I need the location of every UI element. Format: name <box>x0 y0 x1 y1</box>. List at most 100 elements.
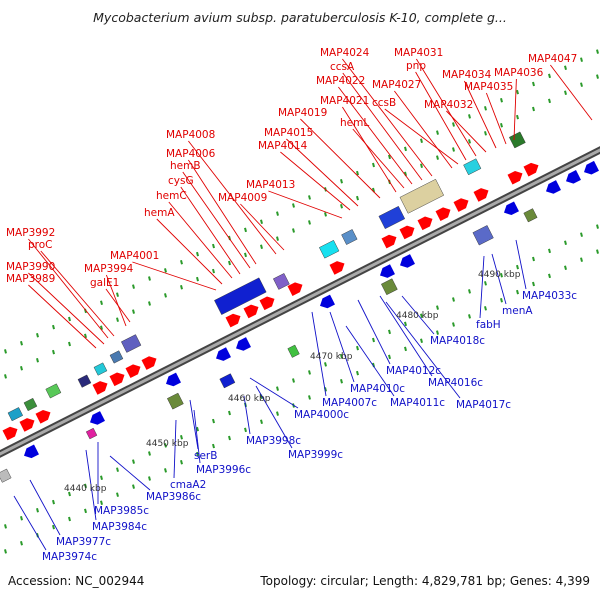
gene-box[interactable] <box>399 178 445 214</box>
top-gene-label[interactable]: MAP4008 <box>166 129 215 141</box>
reverse-gene-arrow[interactable] <box>22 444 39 461</box>
bottom-gene-label[interactable]: MAP4007c <box>322 397 377 409</box>
reverse-gene-arrow[interactable] <box>378 264 395 280</box>
forward-gene-arrow[interactable] <box>417 214 435 231</box>
top-gene-label[interactable]: MAP4036 <box>494 67 544 79</box>
top-gene-label[interactable]: MAP3989 <box>6 273 55 285</box>
gene-box[interactable] <box>472 225 494 246</box>
top-gene-label[interactable]: MAP3994 <box>84 263 134 275</box>
gene-box[interactable] <box>109 350 124 364</box>
reverse-gene-arrow[interactable] <box>582 160 599 177</box>
reverse-gene-arrow[interactable] <box>164 372 181 389</box>
bottom-gene-label[interactable]: MAP4000c <box>294 409 349 421</box>
reverse-gene-arrow[interactable] <box>318 294 335 311</box>
gene-box[interactable] <box>509 131 526 149</box>
gene-box[interactable] <box>214 277 267 315</box>
forward-gene-arrow[interactable] <box>329 259 347 275</box>
top-gene-label[interactable]: hemB <box>170 160 201 172</box>
top-gene-label[interactable]: MAP3990 <box>6 261 55 273</box>
gene-box[interactable] <box>121 334 142 353</box>
bottom-gene-label[interactable]: MAP3986c <box>146 491 201 503</box>
bottom-gene-label[interactable]: MAP3974c <box>42 551 97 563</box>
forward-gene-arrow[interactable] <box>507 168 525 185</box>
forward-gene-arrow[interactable] <box>225 311 243 328</box>
bottom-gene-label[interactable]: MAP3985c <box>94 505 149 517</box>
reverse-gene-arrow[interactable] <box>502 201 519 217</box>
top-gene-label[interactable]: MAP4047 <box>528 53 577 65</box>
forward-gene-arrow[interactable] <box>381 232 399 249</box>
bottom-gene-label[interactable]: fabH <box>476 319 501 331</box>
forward-gene-arrow[interactable] <box>473 186 491 202</box>
bottom-gene-label[interactable]: MAP4017c <box>456 399 511 411</box>
forward-gene-arrow[interactable] <box>92 379 110 395</box>
top-gene-label[interactable]: MAP4015 <box>264 127 313 139</box>
top-gene-label[interactable]: MAP3992 <box>6 227 55 239</box>
bottom-gene-label[interactable]: MAP3984c <box>92 521 147 533</box>
top-gene-label[interactable]: MAP4022 <box>316 75 365 87</box>
bottom-gene-label[interactable]: MAP3999c <box>288 449 343 461</box>
forward-gene-arrow[interactable] <box>243 302 261 319</box>
forward-gene-arrow[interactable] <box>287 280 305 296</box>
gene-box[interactable] <box>273 273 290 290</box>
forward-gene-arrow[interactable] <box>259 294 277 311</box>
top-gene-label[interactable]: MAP4024 <box>320 47 370 59</box>
top-gene-label[interactable]: hemL <box>340 117 369 129</box>
gene-box[interactable] <box>23 397 38 412</box>
top-gene-label[interactable]: MAP4034 <box>442 69 492 81</box>
top-gene-label[interactable]: MAP4013 <box>246 179 295 191</box>
bottom-gene-label[interactable]: MAP3998c <box>246 435 301 447</box>
top-gene-label[interactable]: galE1 <box>90 277 119 289</box>
reverse-gene-arrow[interactable] <box>544 180 561 196</box>
gene-box[interactable] <box>93 362 108 376</box>
top-gene-label[interactable]: cysG <box>168 175 194 187</box>
top-gene-label[interactable]: MAP4019 <box>278 107 327 119</box>
bottom-gene-label[interactable]: cmaA2 <box>170 479 206 491</box>
bottom-gene-label[interactable]: menA <box>502 305 533 317</box>
gene-box[interactable] <box>341 229 358 245</box>
top-gene-label[interactable]: MAP4027 <box>372 79 421 91</box>
forward-gene-arrow[interactable] <box>399 223 417 240</box>
gene-box[interactable] <box>45 383 62 399</box>
bottom-gene-label[interactable]: serB <box>194 450 217 462</box>
top-gene-label[interactable]: MAP4035 <box>464 81 513 93</box>
gene-box[interactable] <box>381 278 398 296</box>
bottom-gene-label[interactable]: MAP4016c <box>428 377 483 389</box>
forward-gene-arrow[interactable] <box>125 362 143 379</box>
gene-box[interactable] <box>319 240 340 259</box>
bottom-gene-label[interactable]: MAP4018c <box>430 335 485 347</box>
reverse-gene-arrow[interactable] <box>398 254 415 270</box>
gene-box[interactable] <box>167 392 184 410</box>
gene-box[interactable] <box>7 407 24 422</box>
top-gene-label[interactable]: MAP4021 <box>320 95 369 107</box>
top-gene-label[interactable]: hemC <box>156 190 187 202</box>
forward-gene-arrow[interactable] <box>2 424 20 441</box>
top-gene-label[interactable]: MAP4001 <box>110 250 159 262</box>
gene-box[interactable] <box>219 373 236 389</box>
gene-box[interactable] <box>463 158 482 176</box>
top-gene-label[interactable]: MAP4009 <box>218 192 267 204</box>
forward-gene-arrow[interactable] <box>35 407 53 424</box>
top-gene-label[interactable]: ccsB <box>372 97 396 109</box>
gene-box[interactable] <box>0 468 12 483</box>
gene-box[interactable] <box>378 206 406 229</box>
bottom-gene-label[interactable]: MAP4033c <box>522 290 577 302</box>
top-gene-label[interactable]: MAP4006 <box>166 148 216 160</box>
reverse-gene-arrow[interactable] <box>88 411 105 427</box>
forward-gene-arrow[interactable] <box>453 196 471 212</box>
gene-box[interactable] <box>85 427 98 440</box>
top-gene-label[interactable]: ccsA <box>330 61 355 73</box>
forward-gene-arrow[interactable] <box>141 354 159 370</box>
top-gene-label[interactable]: MAP4014 <box>258 140 308 152</box>
top-gene-label[interactable]: proC <box>28 239 53 251</box>
top-gene-label[interactable]: MAP4032 <box>424 99 473 111</box>
bottom-gene-label[interactable]: MAP4012c <box>386 365 441 377</box>
gene-box[interactable] <box>523 208 538 223</box>
reverse-gene-arrow[interactable] <box>564 170 581 186</box>
bottom-gene-label[interactable]: MAP3977c <box>56 536 111 548</box>
gene-box[interactable] <box>77 374 92 388</box>
top-gene-label[interactable]: MAP4031 <box>394 47 443 59</box>
bottom-gene-label[interactable]: MAP4011c <box>390 397 445 409</box>
forward-gene-arrow[interactable] <box>19 416 37 432</box>
